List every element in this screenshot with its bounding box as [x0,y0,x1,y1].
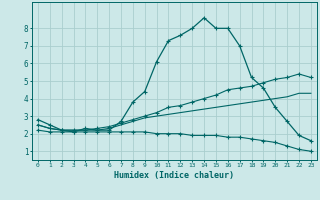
X-axis label: Humidex (Indice chaleur): Humidex (Indice chaleur) [115,171,234,180]
